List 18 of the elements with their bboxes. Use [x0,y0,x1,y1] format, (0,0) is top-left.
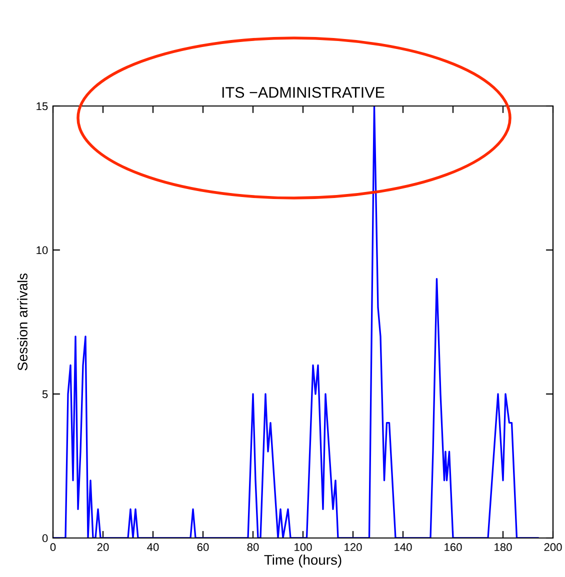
x-tick-label: 160 [444,543,462,552]
x-tick-label: 120 [344,543,362,552]
x-tick-label: 20 [97,543,109,552]
x-tick-label: 100 [294,543,312,552]
y-tick-label: 0 [42,534,48,542]
x-tick-label: 60 [197,543,209,552]
chart-title: ITS −ADMINISTRATIVE [222,87,384,98]
y-axis-title: Session arrivals [17,273,28,370]
x-tick-label: 200 [544,543,562,552]
y-tick-label: 10 [36,246,48,254]
x-tick-label: 80 [247,543,259,552]
x-axis-title: Time (hours) [264,554,342,568]
x-tick-label: 0 [50,543,56,552]
x-tick-label: 140 [394,543,412,552]
y-tick-label: 5 [42,390,48,398]
y-tick-label: 15 [36,102,48,110]
x-tick-label: 180 [494,543,512,552]
x-tick-label: 40 [147,543,159,552]
